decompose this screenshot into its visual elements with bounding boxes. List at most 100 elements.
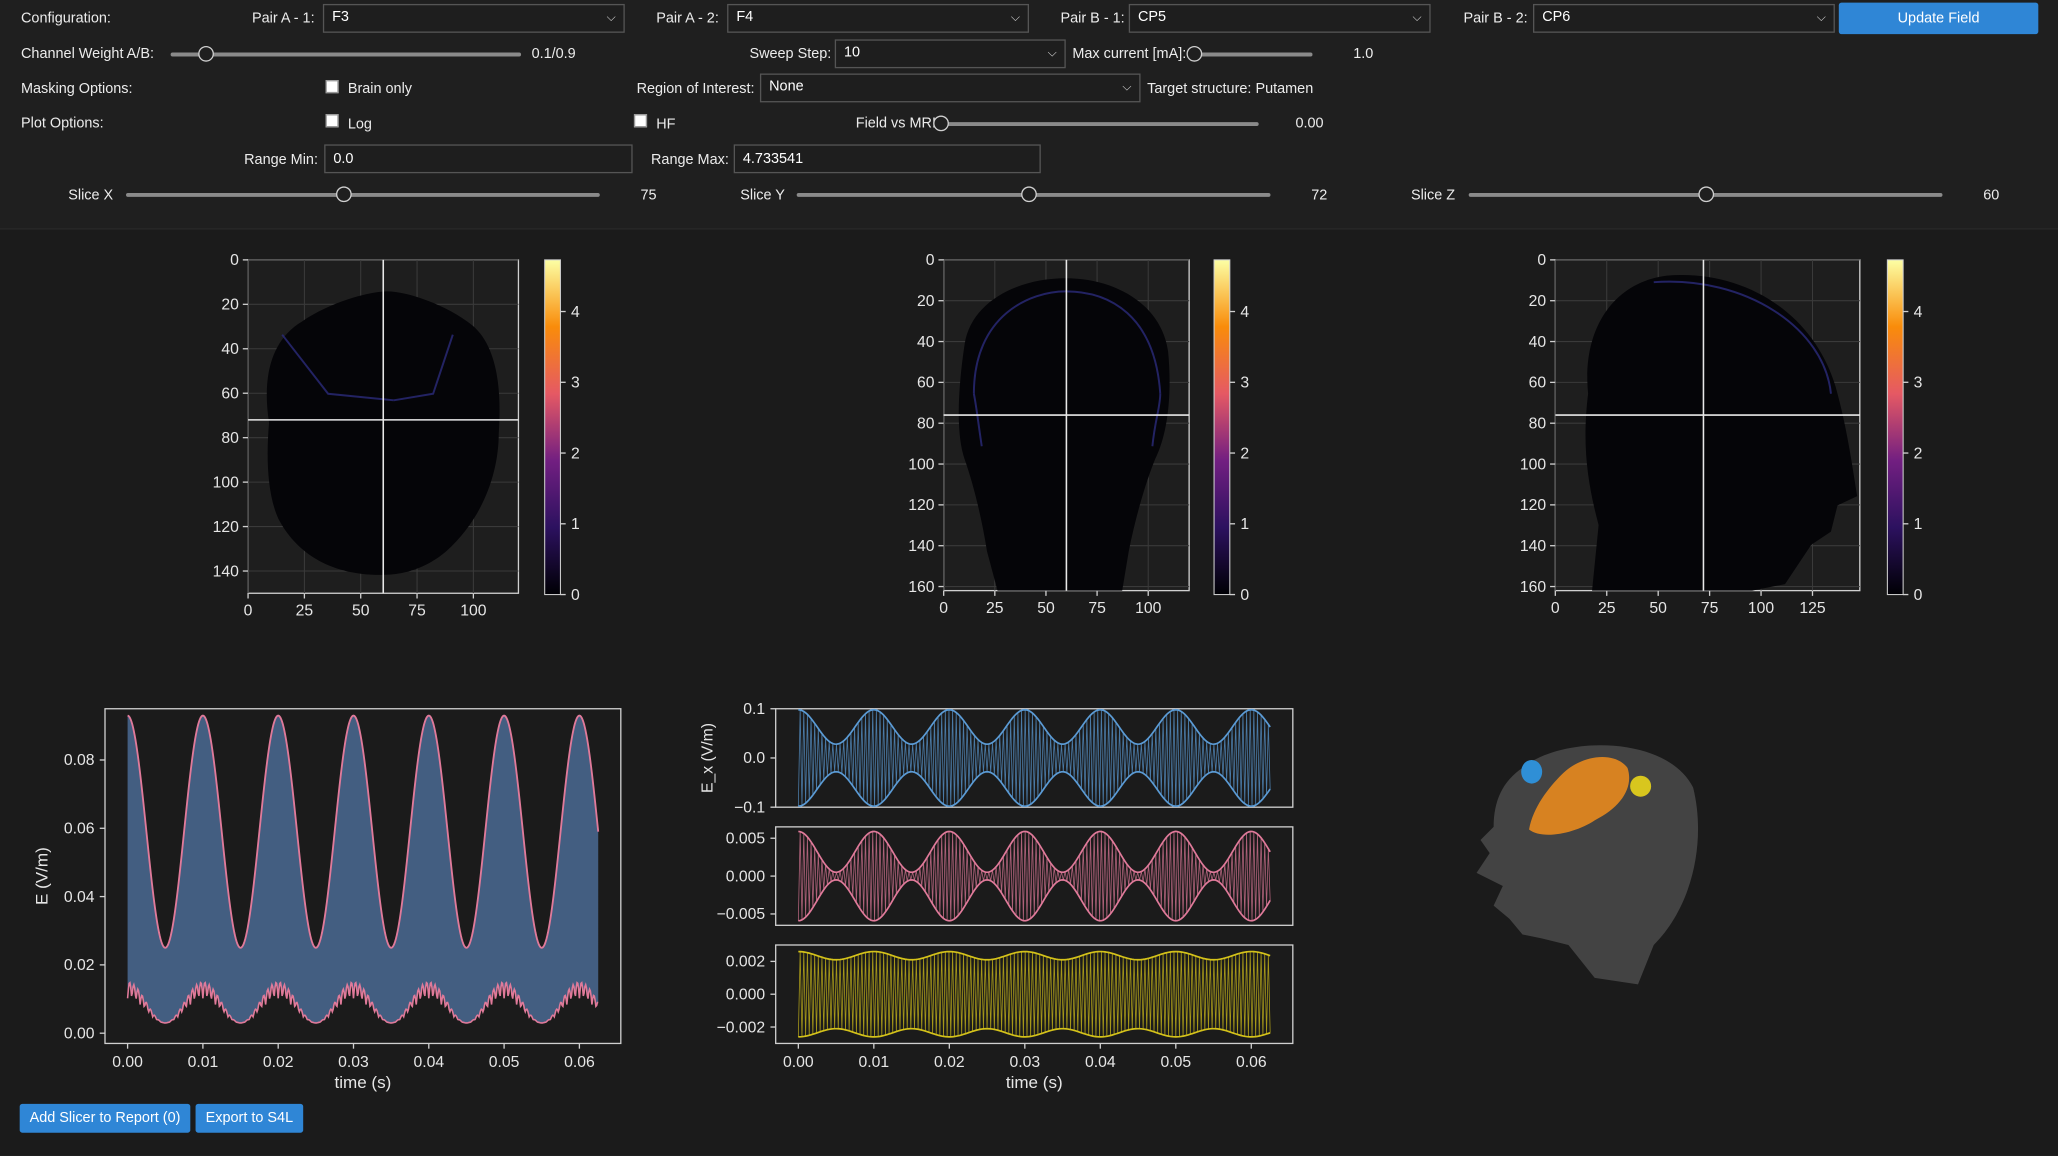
colorbar-tick-label: 0: [571, 587, 580, 604]
sweep-step-value: 10: [843, 44, 861, 61]
pair-a1-label: Pair A - 1:: [252, 10, 315, 27]
y-tick-label: −0.1: [734, 799, 765, 816]
y-tick-label: 0.002: [726, 954, 765, 971]
x-tick-label: 100: [1748, 600, 1775, 617]
y-tick-label: 80: [1529, 415, 1547, 432]
colorbar-tick-label: 4: [1240, 304, 1249, 321]
sweep-step-label: Sweep Step:: [749, 45, 832, 62]
roi-select[interactable]: None ⌵: [759, 73, 1141, 103]
pair-b2-select[interactable]: CP6 ⌵: [1533, 3, 1835, 33]
x-tick-label: 0.05: [489, 1054, 520, 1071]
envelope-plot: 0.00 0.01 0.02 0.03 0.04 0.05 0.06 0.00 0.02 0.04…: [32, 708, 622, 1092]
colorbar-tick-label: 4: [571, 304, 580, 321]
channel-weight-slider[interactable]: [170, 52, 522, 57]
max-current-slider-handle[interactable]: [1186, 45, 1203, 62]
putamen-field-blob: [1529, 757, 1630, 835]
x-tick-label: 0.04: [1085, 1054, 1116, 1071]
range-min-input[interactable]: 0.0: [324, 144, 633, 174]
pair-b1-select[interactable]: CP5 ⌵: [1128, 3, 1431, 33]
x-tick-label: 125: [1799, 600, 1826, 617]
axial-slice-plot[interactable]: 0 25 50 75 100 0 20 40 60 80 100 120 140 0 1 2 3 4: [213, 252, 580, 619]
x-tick-label: 0: [244, 603, 253, 620]
hf-label: HF: [656, 116, 676, 133]
max-current-slider[interactable]: [1194, 52, 1313, 57]
range-min-label: Range Min:: [244, 152, 318, 168]
y-tick-label: 0.00: [64, 1025, 95, 1042]
y-tick-label: 120: [213, 519, 240, 536]
component-lower-line: [798, 770, 1271, 808]
log-label: Log: [347, 116, 372, 133]
x-tick-label: 0.05: [1160, 1054, 1191, 1071]
lower-envelope-line: [126, 981, 599, 1024]
y-tick-label: 20: [1529, 293, 1547, 310]
y-tick-label: 0.08: [64, 752, 95, 769]
component-upper-line: [798, 708, 1271, 746]
field-vs-mri-label: Field vs MRI: [855, 115, 936, 132]
y-tick-label: 0: [230, 252, 239, 269]
y-tick-label: 0.000: [726, 986, 766, 1003]
head-3d-render[interactable]: [1476, 745, 1699, 985]
y-tick-label: 0.005: [726, 830, 766, 847]
x-tick-label: 0.06: [1236, 1054, 1267, 1071]
slice-z-label: Slice Z: [1410, 187, 1456, 204]
pair-a1-select[interactable]: F3 ⌵: [322, 3, 625, 33]
head-silhouette: [1476, 745, 1699, 985]
y-tick-label: 80: [917, 415, 935, 432]
x-tick-label: 75: [408, 603, 426, 620]
y-tick-label: 100: [1520, 456, 1547, 473]
chevron-down-icon: ⌵: [1816, 10, 1826, 24]
x-tick-label: 75: [1088, 600, 1106, 617]
range-max-input[interactable]: 4.733541: [733, 144, 1041, 174]
y-tick-label: 80: [221, 430, 239, 447]
control-panel: Configuration: Pair A - 1: F3 ⌵ Pair A - …: [0, 0, 2058, 230]
field-components-plot: 0.1 0.0 −0.1 E_x (V/m) 0.005 0.000 −0.005 0.002…: [700, 701, 1294, 1092]
hf-checkbox[interactable]: [633, 114, 648, 128]
x-tick-label: 0.03: [338, 1054, 369, 1071]
sweep-step-select[interactable]: 10 ⌵: [834, 39, 1066, 69]
component-lower-line: [798, 1027, 1271, 1038]
slice-x-slider[interactable]: [126, 192, 600, 197]
x-tick-label: 0.02: [934, 1054, 965, 1071]
update-field-button[interactable]: Update Field: [1838, 2, 2039, 35]
y-tick-label: 0.000: [726, 868, 766, 885]
log-checkbox[interactable]: [325, 114, 339, 128]
head-mask: [958, 278, 1170, 591]
roi-value: None: [769, 78, 804, 95]
x-tick-label: 100: [1135, 600, 1162, 617]
y-tick-label: −0.002: [717, 1019, 766, 1036]
upper-envelope-line: [127, 714, 600, 949]
slice-z-slider-handle[interactable]: [1697, 186, 1714, 203]
colorbar: [1886, 259, 1904, 596]
y-axis-label: E (V/m): [32, 847, 51, 905]
y-tick-label: 60: [221, 385, 239, 402]
y-tick-label: 140: [1520, 538, 1547, 555]
y-tick-label: 160: [1520, 579, 1547, 596]
colorbar-tick-label: 3: [1914, 375, 1923, 392]
x-tick-label: 0.03: [1009, 1054, 1040, 1071]
x-tick-label: 25: [986, 600, 1004, 617]
y-tick-label: 40: [917, 334, 935, 351]
slice-z-value: 60: [1983, 187, 2000, 204]
component-upper-line: [798, 830, 1271, 874]
slice-x-slider-handle[interactable]: [336, 186, 352, 203]
pair-a2-select[interactable]: F4 ⌵: [727, 3, 1029, 33]
export-s4l-button[interactable]: Export to S4L: [195, 1103, 304, 1133]
field-intensity-trace: [393, 334, 454, 402]
slice-y-slider-handle[interactable]: [1020, 186, 1037, 203]
field-vs-mri-slider[interactable]: [941, 122, 1259, 126]
x-tick-label: 50: [1649, 600, 1667, 617]
channel-weight-slider-handle[interactable]: [197, 45, 214, 62]
y-tick-label: 120: [1520, 497, 1547, 514]
max-current-value: 1.0: [1353, 45, 1374, 62]
add-slicer-button[interactable]: Add Slicer to Report (0): [19, 1103, 191, 1133]
y-tick-label: 20: [221, 297, 239, 314]
brain-only-checkbox[interactable]: [325, 80, 339, 94]
range-max-label: Range Max:: [651, 152, 729, 168]
field-vs-mri-slider-handle[interactable]: [933, 115, 949, 132]
colorbar-tick-label: 1: [1240, 516, 1249, 533]
x-tick-label: 50: [1037, 600, 1055, 617]
slice-x-value: 75: [640, 187, 657, 204]
